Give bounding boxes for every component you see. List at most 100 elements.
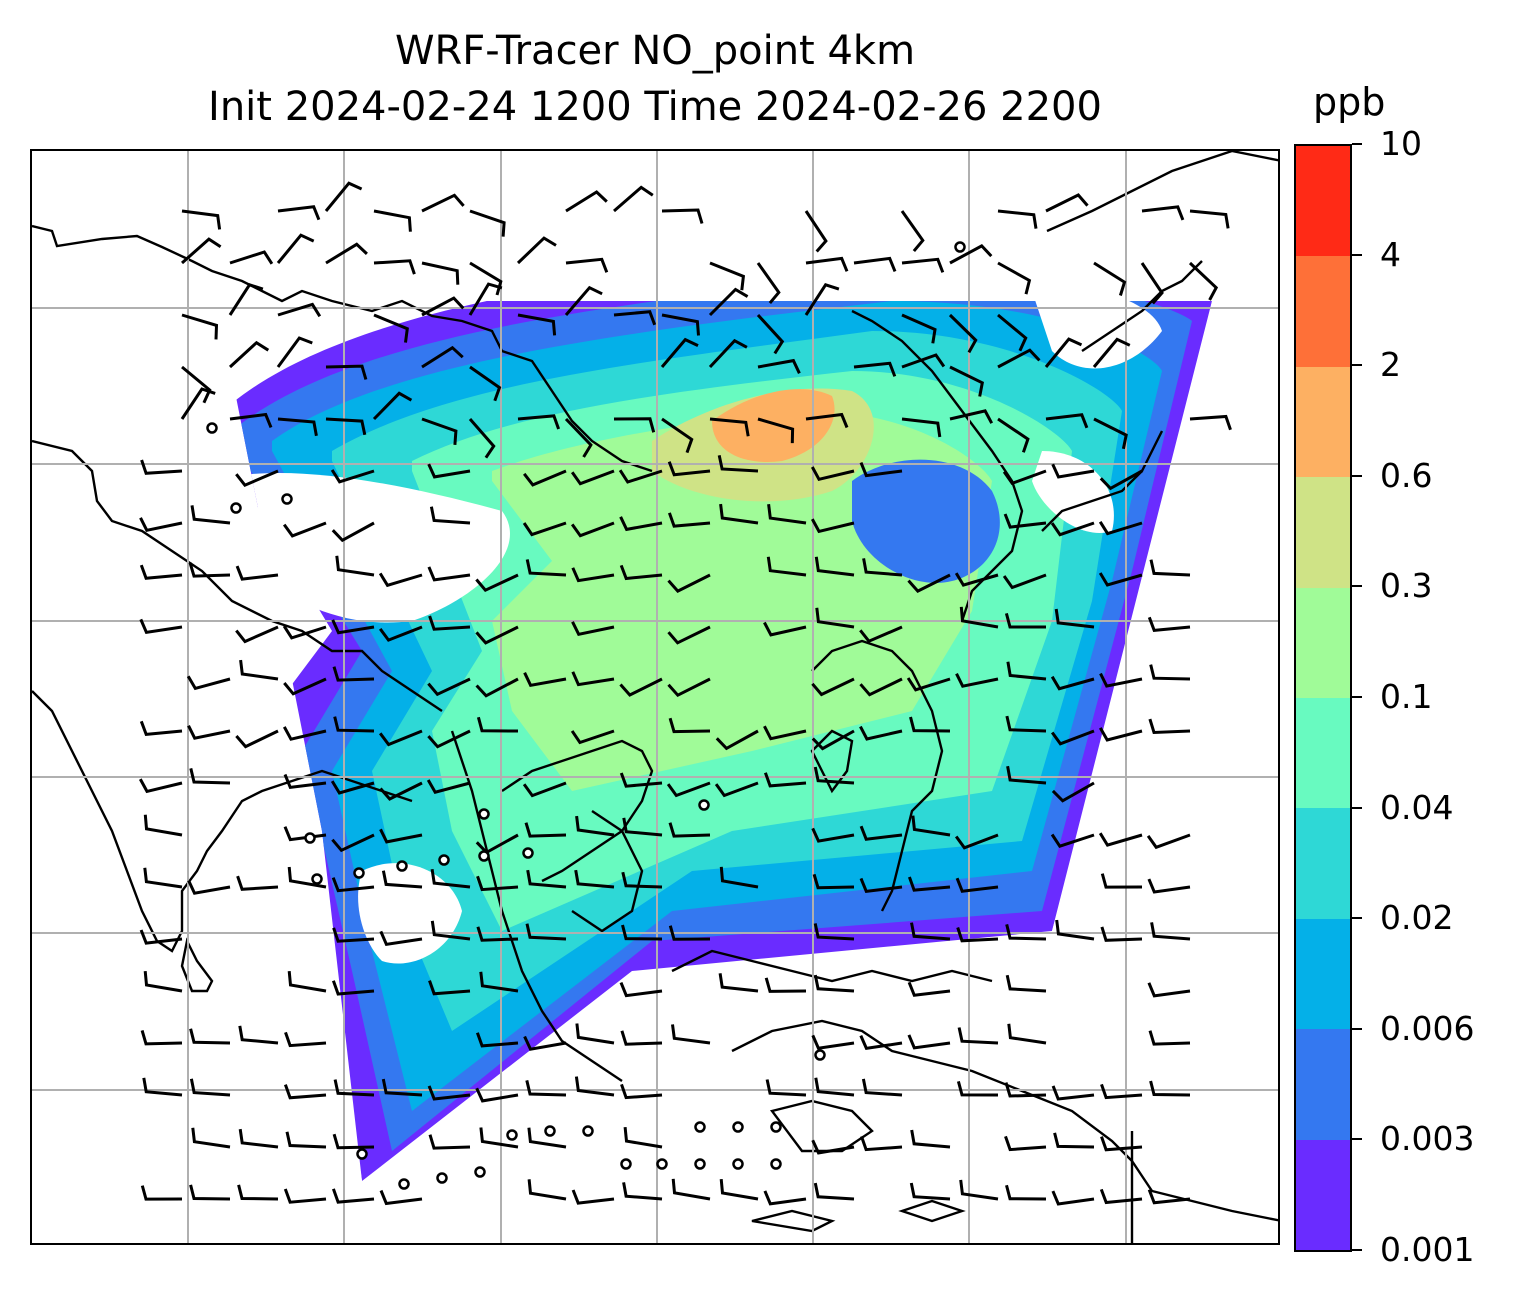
wind-barb [143,814,183,837]
wind-barb [139,618,183,634]
wind-barb [378,572,423,588]
source-point-marker [396,860,408,872]
colorbar-segment-8 [1296,256,1350,367]
wind-barb [853,256,897,272]
wind-barb [469,209,506,237]
wind-barb [468,418,496,459]
source-point-marker [954,241,966,253]
wind-barb [189,1078,231,1097]
wind-barb [997,209,1038,229]
source-point-marker [544,1125,556,1137]
colorbar-label: 0.001 [1380,1230,1475,1269]
wind-barb [428,615,471,631]
wind-barb [907,876,951,892]
wind-barb [1098,572,1143,587]
wind-barb [661,208,704,224]
wind-barb [859,1034,903,1051]
source-point-marker [353,867,365,879]
wind-barb [613,185,654,213]
wind-barb [1002,573,1047,590]
wind-barb [1099,469,1143,491]
wind-barb [757,358,801,374]
wind-barb [997,417,1030,453]
wind-barb [1189,414,1232,431]
wind-barb [1051,781,1095,803]
wind-barb [283,773,327,790]
wind-barb [862,558,903,577]
wind-barb [709,261,746,291]
wind-barb [1148,1030,1191,1046]
wind-barb [714,781,759,798]
wind-barb [763,772,807,788]
source-point-marker [506,1129,518,1141]
source-point-marker [814,1049,826,1061]
wind-barb [522,521,567,537]
wind-barb [859,677,903,697]
wind-barb [620,1030,663,1046]
wind-barb [379,781,423,801]
wind-barb [287,970,327,993]
wind-barb [763,1190,807,1206]
wind-barb [235,565,279,581]
wind-barb [430,868,471,889]
wind-barb [1003,513,1047,529]
colorbar-label: 0.04 [1380,787,1454,827]
wind-barb [622,1182,663,1201]
wind-barb [1054,608,1095,629]
colorbar-tick [1352,143,1362,145]
wind-barb [805,256,849,272]
wind-barb [954,572,999,587]
wind-barb [324,181,363,212]
wind-barb [229,250,274,265]
wind-barb [522,781,567,798]
wind-barb [332,666,375,682]
colorbar-label: 0.02 [1380,898,1454,938]
wind-barb [325,364,368,380]
colorbar-tick [1352,806,1362,809]
wind-barb [804,210,828,253]
wind-barb [756,313,785,355]
wind-barb [138,778,183,794]
wind-barb [427,677,471,697]
wind-barb [427,1085,471,1101]
wind-barb [959,606,999,629]
wind-barb [811,729,855,751]
source-point-marker [474,1166,486,1178]
wind-barb [717,454,759,473]
wind-barb [719,866,759,889]
wind-barb [525,923,567,941]
colorbar-label: 2 [1380,345,1401,385]
wind-barb [901,313,937,344]
wind-barb [564,285,603,316]
wind-barb [379,729,423,747]
colorbar-segment-5 [1296,587,1350,698]
wind-barb [181,365,212,404]
source-point-marker [230,502,242,514]
wind-barb [373,259,416,275]
wind-barb [523,1035,567,1051]
wind-barb [619,564,663,581]
source-point-marker [438,854,450,866]
wind-barb [229,412,273,428]
wind-barb [1005,715,1047,733]
wind-barb [191,1127,231,1149]
wind-barb [1147,878,1191,894]
source-point-marker [732,1121,744,1133]
wind-barb [421,261,460,285]
wind-barb [282,726,327,741]
wind-barb [287,866,327,889]
wind-barb [956,927,999,943]
wind-barb [1100,1136,1143,1152]
wind-barb [955,673,999,688]
wind-barb [859,462,903,478]
map-title-line1: WRF-Tracer NO_point 4km [394,28,916,74]
wind-barb [379,930,423,946]
wind-barb [526,869,567,889]
wind-barb [282,625,327,640]
wind-barb [619,516,663,532]
wind-barb [667,625,711,645]
wind-barb [430,920,471,941]
wind-barb [527,1179,567,1201]
wind-barb [186,675,231,691]
wind-barb [619,772,663,788]
